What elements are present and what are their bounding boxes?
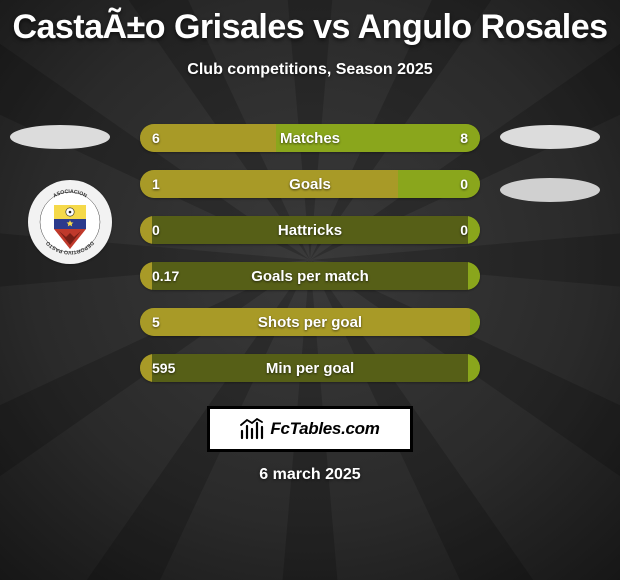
- stat-row: Goals per match0.17: [140, 262, 480, 290]
- stats-container: Matches68Goals10Hattricks00Goals per mat…: [140, 124, 480, 400]
- player-left-photo-placeholder: [10, 125, 110, 149]
- stat-value-left: 0: [140, 216, 172, 244]
- stat-row: Matches6 8: [140, 124, 480, 152]
- brand-box[interactable]: FcTables.com: [207, 406, 413, 452]
- date: 6 march 2025: [0, 466, 620, 484]
- stat-value-left: 6: [140, 124, 172, 152]
- stat-label: Shots per goal: [140, 308, 480, 336]
- stat-label: Matches: [140, 124, 480, 152]
- player-right-photo-placeholder-2: [500, 178, 600, 202]
- stat-row: Hattricks0 0: [140, 216, 480, 244]
- stat-value-right: 0: [448, 216, 480, 244]
- player-right-photo-placeholder-1: [500, 125, 600, 149]
- stat-row: Shots per goal5: [140, 308, 480, 336]
- brand-chart-icon: [240, 418, 264, 440]
- stat-label: Goals: [140, 170, 480, 198]
- stat-value-left: 0.17: [140, 262, 191, 290]
- stat-value-left: 5: [140, 308, 172, 336]
- subtitle: Club competitions, Season 2025: [0, 61, 620, 79]
- stat-value-left: 1: [140, 170, 172, 198]
- page-title: CastaÃ±o Grisales vs Angulo Rosales: [0, 0, 620, 47]
- stat-row: Min per goal595: [140, 354, 480, 382]
- brand-text: FcTables.com: [270, 419, 379, 439]
- stat-label: Hattricks: [140, 216, 480, 244]
- stat-row: Goals1 0: [140, 170, 480, 198]
- stat-value-right: 0: [448, 170, 480, 198]
- stat-label: Min per goal: [140, 354, 480, 382]
- stat-value-left: 595: [140, 354, 187, 382]
- stat-value-right: 8: [448, 124, 480, 152]
- club-logo-left: ASOCIACION DEPORTIVO PASTO: [28, 180, 112, 264]
